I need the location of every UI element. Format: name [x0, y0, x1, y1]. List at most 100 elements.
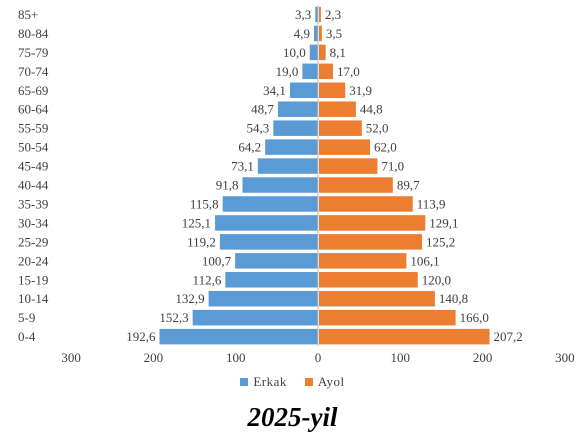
- value-ayol-10-14: 140,8: [439, 291, 468, 306]
- value-ayol-5-9: 166,0: [460, 310, 489, 325]
- value-ayol-70-74: 17,0: [337, 64, 360, 79]
- value-ayol-0-4: 207,2: [494, 329, 523, 344]
- age-label-0-4: 0-4: [18, 329, 36, 344]
- x-tick-3: 0: [315, 350, 322, 365]
- bar-erkak-50-54: [265, 139, 318, 155]
- value-ayol-50-54: 62,0: [374, 140, 397, 155]
- bar-erkak-10-14: [208, 290, 318, 307]
- x-tick-1: 200: [144, 350, 164, 365]
- age-label-40-44: 40-44: [18, 178, 49, 193]
- age-label-75-79: 75-79: [18, 45, 48, 60]
- bar-ayol-10-14: [319, 290, 435, 307]
- age-label-20-24: 20-24: [18, 253, 49, 268]
- bar-ayol-55-59: [319, 120, 362, 136]
- value-erkak-45-49: 73,1: [231, 159, 254, 174]
- bar-ayol-35-39: [319, 196, 413, 212]
- bar-ayol-50-54: [319, 139, 371, 155]
- age-label-80-84: 80-84: [18, 26, 49, 41]
- bar-erkak-5-9: [192, 309, 318, 326]
- value-ayol-25-29: 125,2: [426, 234, 455, 249]
- bar-ayol-15-19: [319, 272, 418, 288]
- value-ayol-15-19: 120,0: [422, 272, 451, 287]
- value-erkak-60-64: 48,7: [251, 102, 274, 117]
- value-ayol-65-69: 31,9: [349, 83, 372, 98]
- bar-erkak-80-84: [313, 25, 318, 42]
- bar-erkak-30-34: [215, 215, 318, 231]
- value-labels: 192,6 207,2 152,3 166,0 132,9 140,8 112,6 120,0…: [126, 7, 523, 344]
- x-tick-labels: 300 200 100 0 100 200 300: [61, 350, 574, 365]
- bar-ayol-25-29: [319, 234, 423, 250]
- legend: Erkak Ayol: [0, 374, 585, 390]
- bar-erkak-40-44: [242, 177, 318, 193]
- age-label-65-69: 65-69: [18, 83, 48, 98]
- bar-ayol-0-4: [319, 328, 490, 345]
- age-label-70-74: 70-74: [18, 64, 49, 79]
- bar-ayol-65-69: [319, 82, 346, 99]
- bar-erkak-15-19: [225, 272, 318, 288]
- legend-label-erkak: Erkak: [253, 374, 287, 389]
- value-erkak-5-9: 152,3: [159, 310, 188, 325]
- value-erkak-10-14: 132,9: [175, 291, 204, 306]
- age-label-45-49: 45-49: [18, 159, 48, 174]
- value-ayol-80-84: 3,5: [326, 26, 342, 41]
- value-ayol-55-59: 52,0: [366, 121, 389, 136]
- value-erkak-15-19: 112,6: [193, 272, 222, 287]
- bar-ayol-40-44: [319, 177, 393, 193]
- age-label-10-14: 10-14: [18, 291, 49, 306]
- legend-swatch-erkak: [240, 378, 249, 386]
- value-ayol-30-34: 129,1: [429, 215, 458, 230]
- bar-ayol-70-74: [319, 63, 333, 80]
- x-tick-0: 300: [61, 350, 81, 365]
- bar-erkak-75-79: [309, 44, 318, 61]
- value-erkak-30-34: 125,1: [182, 215, 211, 230]
- bar-ayol-60-64: [319, 101, 356, 117]
- bar-erkak-35-39: [222, 196, 318, 212]
- age-label-85plus: 85+: [18, 7, 38, 22]
- age-label-60-64: 60-64: [18, 102, 49, 117]
- value-erkak-85plus: 3,3: [295, 7, 311, 22]
- bar-erkak-85plus: [315, 6, 318, 23]
- age-group-labels: 0-4 5-9 10-14 15-19 20-24 25-29 30-34 35-39 40-4…: [18, 7, 49, 344]
- value-erkak-25-29: 119,2: [187, 234, 216, 249]
- bar-erkak-0-4: [159, 328, 318, 345]
- bar-erkak-55-59: [273, 120, 318, 136]
- bar-ayol-20-24: [319, 253, 407, 269]
- chart-caption: 2025-yil: [247, 402, 338, 432]
- age-label-55-59: 55-59: [18, 121, 48, 136]
- bar-ayol-45-49: [319, 158, 378, 174]
- legend-label-ayol: Ayol: [317, 374, 345, 389]
- bar-erkak-20-24: [235, 253, 318, 269]
- value-ayol-20-24: 106,1: [410, 253, 439, 268]
- bar-erkak-70-74: [302, 63, 318, 80]
- value-erkak-75-79: 10,0: [283, 45, 306, 60]
- legend-item-ayol: Ayol: [304, 374, 345, 390]
- bars-layer: [159, 6, 490, 345]
- age-label-5-9: 5-9: [18, 310, 35, 325]
- bar-erkak-25-29: [219, 234, 318, 250]
- value-erkak-50-54: 64,2: [238, 140, 261, 155]
- age-label-30-34: 30-34: [18, 215, 49, 230]
- legend-item-erkak: Erkak: [240, 374, 287, 390]
- x-tick-4: 100: [391, 350, 411, 365]
- bar-erkak-60-64: [277, 101, 318, 117]
- bar-erkak-65-69: [289, 82, 318, 99]
- value-ayol-40-44: 89,7: [397, 178, 420, 193]
- legend-swatch-ayol: [304, 378, 313, 386]
- x-tick-6: 300: [555, 350, 575, 365]
- value-ayol-75-79: 8,1: [330, 45, 346, 60]
- bar-ayol-75-79: [319, 44, 326, 61]
- bar-erkak-45-49: [257, 158, 318, 174]
- value-erkak-0-4: 192,6: [126, 329, 156, 344]
- value-erkak-55-59: 54,3: [247, 121, 270, 136]
- value-ayol-60-64: 44,8: [360, 102, 383, 117]
- x-tick-2: 100: [226, 350, 246, 365]
- value-erkak-40-44: 91,8: [216, 178, 239, 193]
- bar-ayol-5-9: [319, 309, 456, 326]
- age-label-50-54: 50-54: [18, 140, 49, 155]
- value-ayol-85plus: 2,3: [325, 7, 341, 22]
- value-ayol-45-49: 71,0: [381, 159, 404, 174]
- bar-ayol-80-84: [319, 25, 322, 42]
- x-tick-5: 200: [473, 350, 493, 365]
- age-label-35-39: 35-39: [18, 196, 48, 211]
